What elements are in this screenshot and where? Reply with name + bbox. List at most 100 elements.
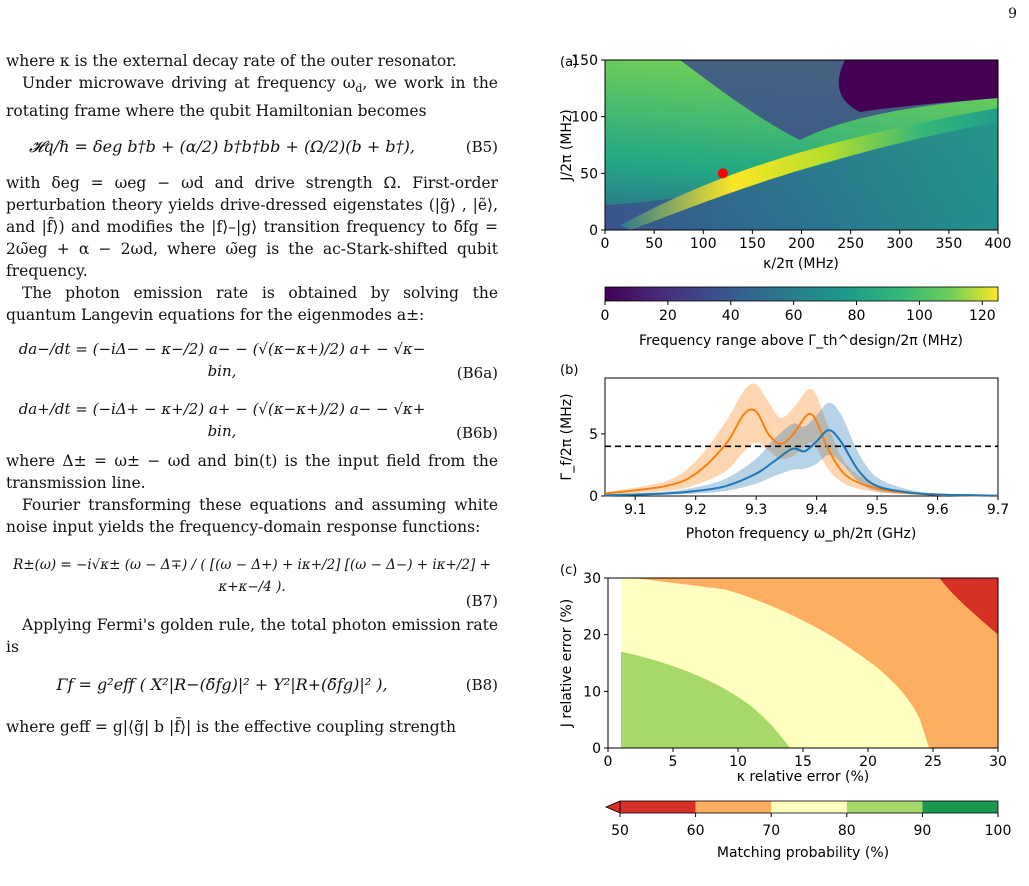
colorbar-tick-label: 60 <box>785 308 803 324</box>
equation-B8: Γf = g²eff ( X²|R−(δ̃fg)|² + Y²|R+(δ̃fg)… <box>56 675 498 695</box>
colorbar-tick-label: 100 <box>906 308 933 324</box>
x-tick-label: 9.1 <box>624 502 646 518</box>
colorbar-tick-label: 90 <box>913 823 931 839</box>
paragraph: where Δ± = ω± − ωd and bin(t) is the inp… <box>6 452 498 493</box>
x-tick-label: 9.7 <box>987 502 1009 518</box>
x-tick-label: 250 <box>837 236 864 252</box>
operating-point-marker <box>717 168 728 179</box>
x-tick-label: 30 <box>989 754 1007 770</box>
confidence-band-2 <box>605 402 998 496</box>
colorbar-a <box>604 286 999 302</box>
equation-B5: 𝓗q/ℏ = δeg b†b + (α/2) b†b†bb + (Ω/2)(b … <box>29 137 498 157</box>
x-tick-label: 50 <box>645 236 663 252</box>
y-tick-label: 30 <box>583 571 601 587</box>
panel-c-contour: 0 5 10 15 20 25 30 0 10 20 30 <box>583 571 1007 770</box>
panel-a-heatmap: 0 50 100 150 200 250 300 350 400 0 50 100 150 <box>571 53 1011 252</box>
paragraph: Fourier transforming these equations and… <box>6 496 498 537</box>
axes-c: 0 5 10 15 20 25 30 0 10 20 30 <box>583 571 1007 770</box>
colorbar-tick-label: 40 <box>722 308 740 324</box>
panel-a-label: (a) <box>560 55 578 70</box>
y-tick-label: 5 <box>589 427 598 443</box>
y-tick-label: 0 <box>589 223 598 239</box>
y-tick-label: 10 <box>583 684 601 700</box>
blank-margin <box>608 578 621 748</box>
x-tick-label: 15 <box>794 754 812 770</box>
xlabel-a: κ/2π (MHz) <box>763 256 839 272</box>
x-tick-label: 300 <box>886 236 913 252</box>
colorbar-a-label: Frequency range above Γ_th^design/2π (MH… <box>639 333 963 349</box>
x-tick-label: 20 <box>859 754 877 770</box>
paragraph: Under microwave driving at frequency ωd,… <box>6 74 498 121</box>
colorbar-tick-label: 120 <box>969 308 996 324</box>
heatmap-dark-region <box>838 60 998 112</box>
panel-b-line-chart: 9.1 9.2 9.3 9.4 9.5 9.6 9.7 0 5 <box>589 377 1009 518</box>
colorbar-segment <box>922 801 998 813</box>
y-tick-label: 20 <box>583 628 601 644</box>
panel-c-label: (c) <box>560 563 577 578</box>
colorbar-segment <box>620 801 696 813</box>
colorbar-c-label: Matching probability (%) <box>717 845 889 861</box>
x-tick-label: 9.2 <box>685 502 707 518</box>
equation-tag: (B6a) <box>456 364 498 383</box>
equation-tag: (B8) <box>465 676 498 695</box>
equation-tag: (B5) <box>465 138 498 157</box>
colorbar-tick-label: 0 <box>601 308 610 324</box>
equation-tag: (B6b) <box>456 424 498 443</box>
ylabel-a: J/2π (MHz) <box>559 109 575 182</box>
colorbar-segment <box>771 801 847 813</box>
paragraph: where geff = g|⟨g̃| b |f̃⟩| is the effec… <box>6 718 456 737</box>
ylabel-c: J relative error (%) <box>559 599 575 728</box>
plot-frame-b <box>604 377 999 497</box>
x-tick-label: 200 <box>788 236 815 252</box>
colorbar-c: 50 60 70 80 90 100 <box>604 800 1012 839</box>
colorbar-tick-label: 60 <box>687 823 705 839</box>
colorbar-segment <box>695 801 772 813</box>
equation-B6b: da+/dt = (−iΔ+ − κ+/2) a+ − (√(κ−κ+)/2) … <box>18 400 498 443</box>
panel-b-label: (b) <box>560 363 578 378</box>
y-tick-label: 0 <box>592 741 601 757</box>
x-tick-label: 0 <box>604 754 613 770</box>
heatmap-ridge <box>620 108 998 230</box>
axes-a: 0 50 100 150 200 250 300 350 400 0 50 100 150 <box>571 53 1011 252</box>
equation-B6a: da−/dt = (−iΔ− − κ−/2) a− − (√(κ−κ+)/2) … <box>18 340 498 383</box>
x-tick-label: 100 <box>690 236 717 252</box>
colorbar-tick-label: 20 <box>659 308 677 324</box>
y-tick-label: 100 <box>571 110 598 126</box>
x-tick-label: 5 <box>669 754 678 770</box>
x-tick-label: 9.3 <box>745 502 767 518</box>
y-tick-label: 150 <box>571 53 598 69</box>
x-tick-label: 9.6 <box>926 502 948 518</box>
colorbar-tick-label: 80 <box>838 823 856 839</box>
x-tick-label: 25 <box>924 754 942 770</box>
xlabel-c: κ relative error (%) <box>737 769 870 785</box>
axes-b: 9.1 9.2 9.3 9.4 9.5 9.6 9.7 0 5 <box>589 427 1009 518</box>
paragraph: The photon emission rate is obtained by … <box>6 284 498 325</box>
text-column: where κ is the external decay rate of th… <box>6 50 498 738</box>
x-tick-label: 9.5 <box>866 502 888 518</box>
level-80-90 <box>621 651 790 748</box>
colorbar-a-ticks: 0 20 40 60 80 100 120 <box>601 301 996 324</box>
level-50-60 <box>939 578 998 635</box>
equation-B7: R±(ω) = −i√κ± (ω − Δ∓) / ( [(ω − Δ+) + i… <box>13 557 498 611</box>
colorbar-segment <box>846 801 923 813</box>
colorbar-extend-arrow <box>604 800 621 814</box>
colorbar-tick-label: 80 <box>848 308 866 324</box>
colorbar-tick-label: 100 <box>985 823 1012 839</box>
x-tick-label: 400 <box>985 236 1012 252</box>
xlabel-b: Photon frequency ω_ph/2π (GHz) <box>686 526 917 542</box>
paragraph: where κ is the external decay rate of th… <box>6 52 457 70</box>
y-tick-label: 50 <box>580 166 598 182</box>
page-number: 9 <box>1008 6 1017 22</box>
x-tick-label: 150 <box>739 236 766 252</box>
colorbar-tick-label: 70 <box>762 823 780 839</box>
y-tick-label: 0 <box>589 489 598 505</box>
series-line-2 <box>604 429 999 497</box>
x-tick-label: 10 <box>729 754 747 770</box>
series-line-1 <box>604 408 999 497</box>
colorbar-tick-label: 50 <box>611 823 629 839</box>
equation-tag: (B7) <box>465 592 498 611</box>
x-tick-label: 350 <box>936 236 963 252</box>
x-tick-label: 9.4 <box>805 502 827 518</box>
paragraph: Applying Fermi's golden rule, the total … <box>6 616 498 657</box>
